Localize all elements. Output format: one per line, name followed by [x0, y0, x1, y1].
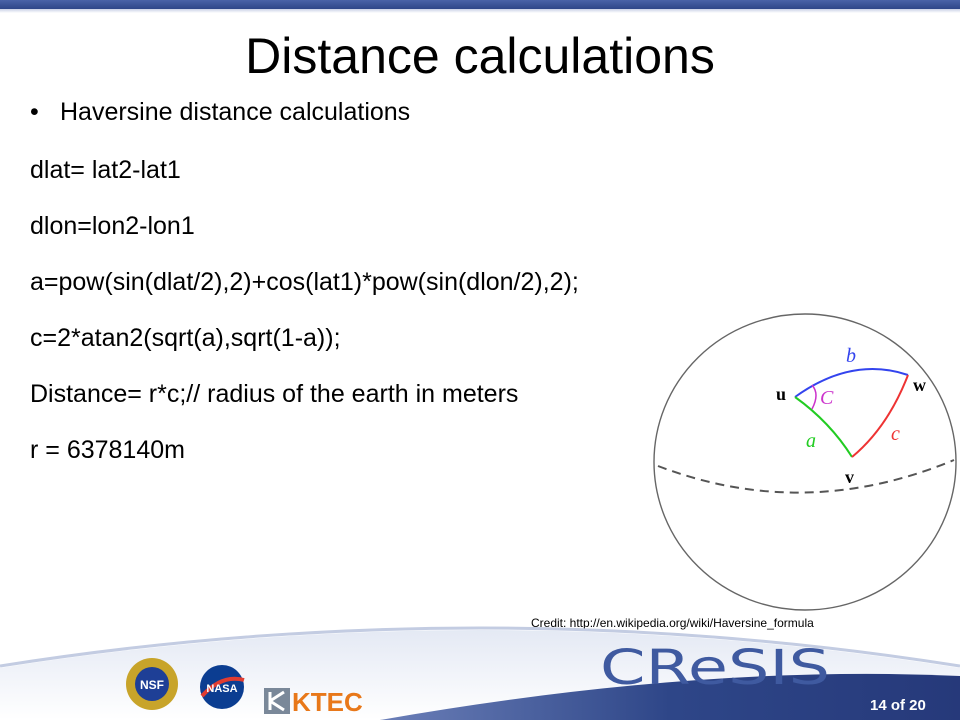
vertex-v-label: v: [845, 467, 854, 487]
edge-c: [851, 374, 909, 458]
formula-line-radius: r = 6378140m: [30, 436, 185, 464]
equator-dashed: [657, 459, 955, 494]
edge-b: [794, 368, 909, 398]
spherical-triangle-diagram: u w v b a c C: [653, 313, 957, 611]
image-credit: Credit: http://en.wikipedia.org/wiki/Hav…: [531, 616, 814, 630]
vertex-u-label: u: [776, 384, 786, 404]
cresis-logo: CReSIS: [600, 640, 830, 696]
svg-text:KTEC: KTEC: [292, 687, 363, 717]
svg-text:NSF: NSF: [140, 678, 164, 692]
edge-a-label: a: [806, 430, 816, 452]
slide-title: Distance calculations: [245, 28, 715, 84]
top-bar-shade: [0, 9, 960, 13]
nsf-logo: NSF: [126, 658, 178, 710]
formula-line-distance: Distance= r*c;// radius of the earth in …: [30, 380, 519, 408]
sphere-outline: [653, 313, 957, 611]
vertex-w-label: w: [913, 375, 926, 395]
formula-line-dlat: dlat= lat2-lat1: [30, 156, 181, 184]
bullet-icon: •: [30, 98, 39, 126]
angle-c-label: C: [820, 387, 834, 409]
formula-line-a: a=pow(sin(dlat/2),2)+cos(lat1)*pow(sin(d…: [30, 268, 579, 296]
formula-line-dlon: dlon=lon2-lon1: [30, 212, 195, 240]
footer-graphic: NSF NASA KTEC CReSIS: [0, 626, 960, 720]
page-number: 14 of 20: [870, 697, 926, 714]
edge-b-label: b: [846, 345, 856, 367]
formula-line-c: c=2*atan2(sqrt(a),sqrt(1-a));: [30, 324, 341, 352]
svg-text:NASA: NASA: [206, 683, 237, 695]
footer-swoosh-line: [0, 626, 960, 668]
top-bar: [0, 0, 960, 9]
edge-a: [794, 396, 853, 458]
edge-c-label: c: [891, 423, 900, 445]
nasa-logo: NASA: [200, 665, 245, 709]
bullet-item: • Haversine distance calculations: [30, 96, 410, 128]
footer-blue-band: [380, 673, 960, 720]
bullet-text: Haversine distance calculations: [60, 98, 411, 126]
ktec-logo: KTEC: [264, 687, 363, 717]
angle-arc: [811, 384, 817, 410]
